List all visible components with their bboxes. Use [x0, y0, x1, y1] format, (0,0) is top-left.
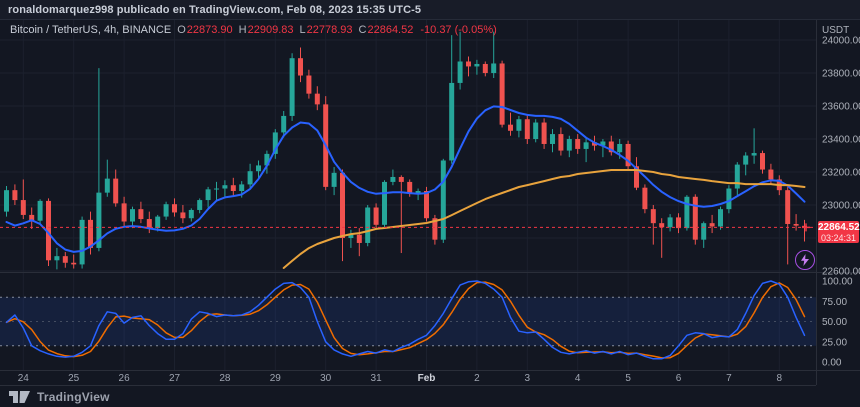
- open-label: O: [177, 24, 186, 36]
- svg-text:8: 8: [777, 373, 783, 384]
- svg-text:2: 2: [474, 373, 480, 384]
- svg-text:5: 5: [625, 373, 631, 384]
- low-label: L: [299, 24, 306, 36]
- close-label: C: [358, 24, 367, 36]
- svg-text:31: 31: [371, 373, 383, 384]
- svg-text:25: 25: [68, 373, 80, 384]
- last-price-value: 22864.52: [818, 222, 860, 233]
- svg-text:23200.00: 23200.00: [822, 168, 860, 179]
- svg-text:Feb: Feb: [418, 373, 436, 384]
- svg-text:29: 29: [270, 373, 282, 384]
- attribution-text: ronaldomarquez998 publicado en TradingVi…: [8, 3, 422, 16]
- stochastic-d-line: [5, 281, 806, 359]
- close-value: 22864.52: [367, 24, 414, 36]
- svg-text:75.00: 75.00: [822, 297, 847, 308]
- svg-text:27: 27: [169, 373, 181, 384]
- svg-text:3: 3: [525, 373, 531, 384]
- footer-bar: TradingView: [0, 386, 860, 407]
- svg-text:24: 24: [18, 373, 30, 384]
- attribution-bar: ronaldomarquez998 publicado en TradingVi…: [0, 0, 860, 20]
- svg-text:6: 6: [676, 373, 682, 384]
- svg-text:23000.00: 23000.00: [822, 201, 860, 212]
- high-value: 22909.83: [247, 24, 294, 36]
- svg-text:26: 26: [119, 373, 131, 384]
- bar-countdown: 03:24:31: [820, 233, 857, 243]
- flash-button[interactable]: [795, 250, 815, 270]
- svg-text:100.00: 100.00: [822, 277, 853, 288]
- pane-separators: [0, 20, 860, 386]
- svg-text:4: 4: [575, 373, 581, 384]
- svg-text:23600.00: 23600.00: [822, 102, 860, 113]
- candles-layer: [4, 31, 807, 270]
- svg-text:0.00: 0.00: [822, 358, 842, 369]
- ma-slow-line: [282, 169, 806, 269]
- svg-text:30: 30: [320, 373, 332, 384]
- svg-text:23800.00: 23800.00: [822, 69, 860, 80]
- stochastic-band: [0, 296, 816, 347]
- svg-text:23400.00: 23400.00: [822, 135, 860, 146]
- tradingview-brand-text: TradingView: [37, 389, 110, 404]
- svg-text:25.00: 25.00: [822, 337, 847, 348]
- change-value: -10.37 (-0.05%): [420, 24, 497, 36]
- svg-text:50.00: 50.00: [822, 317, 847, 328]
- low-value: 22778.93: [306, 24, 353, 36]
- indicator-axis-labels: 100.00 75.00 50.00 25.00 0.00: [822, 277, 853, 369]
- ma-fast-line: [5, 105, 806, 253]
- svg-text:7: 7: [726, 373, 732, 384]
- last-price-line: [0, 223, 816, 232]
- last-price-badge: 22864.52 03:24:31: [818, 221, 860, 243]
- open-value: 22873.90: [186, 24, 233, 36]
- tradingview-logo-icon: [9, 390, 30, 403]
- high-label: H: [238, 24, 247, 36]
- svg-text:24000.00: 24000.00: [822, 36, 860, 47]
- symbol-legend[interactable]: Bitcoin / TetherUS, 4h, BINANCE O 22873.…: [10, 24, 497, 36]
- svg-text:USDT: USDT: [822, 25, 849, 36]
- svg-text:22600.00: 22600.00: [822, 267, 860, 278]
- time-axis-labels: 24 25 26 27 28 29 30 31 Feb 2 3 4 5 6 7 8: [18, 373, 783, 384]
- lightning-icon: [801, 254, 809, 266]
- stochastic-k-line: [5, 280, 806, 360]
- symbol-title[interactable]: Bitcoin / TetherUS, 4h, BINANCE: [10, 24, 172, 36]
- svg-text:28: 28: [219, 373, 231, 384]
